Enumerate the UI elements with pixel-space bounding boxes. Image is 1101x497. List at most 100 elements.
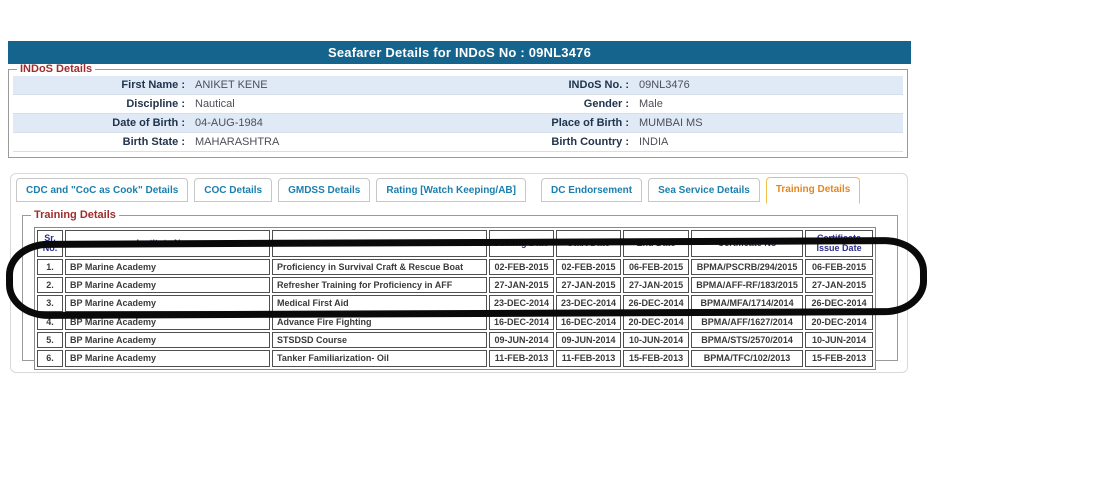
- indos-details-legend: INDoS Details: [17, 63, 95, 75]
- tab-gmdss-details[interactable]: GMDSS Details: [278, 178, 370, 202]
- info-value-maharashtra: MAHARASHTRA: [191, 136, 463, 148]
- table-cell: 09-JUN-2014: [556, 332, 621, 348]
- table-cell: 02-FEB-2015: [556, 259, 621, 275]
- table-cell: BPMA/AFF/1627/2014: [691, 314, 803, 330]
- column-header-start-date: Start Date: [556, 230, 621, 257]
- training-table: Sr. No.Institute NameCourse NameJoining …: [35, 228, 875, 369]
- table-cell: Proficiency in Survival Craft & Rescue B…: [272, 259, 487, 275]
- table-cell: 15-FEB-2013: [623, 350, 689, 366]
- info-label-birth-country: Birth Country :: [463, 136, 635, 148]
- table-cell: BPMA/STS/2570/2014: [691, 332, 803, 348]
- table-cell: 23-DEC-2014: [556, 295, 621, 311]
- table-cell: 3.: [37, 295, 63, 311]
- table-cell: 20-DEC-2014: [623, 314, 689, 330]
- header-row: Sr. No.Institute NameCourse NameJoining …: [37, 230, 873, 257]
- table-cell: 27-JAN-2015: [805, 277, 873, 293]
- table-cell: BPMA/AFF-RF/183/2015: [691, 277, 803, 293]
- column-header-end-date: End Date: [623, 230, 689, 257]
- table-cell: Tanker Familiarization- Oil: [272, 350, 487, 366]
- table-cell: BP Marine Academy: [65, 332, 270, 348]
- info-value-aniket-kene: ANIKET KENE: [191, 79, 463, 91]
- table-cell: 26-DEC-2014: [623, 295, 689, 311]
- table-cell: BPMA/PSCRB/294/2015: [691, 259, 803, 275]
- table-cell: BP Marine Academy: [65, 259, 270, 275]
- table-cell: BP Marine Academy: [65, 295, 270, 311]
- table-cell: 11-FEB-2013: [556, 350, 621, 366]
- table-cell: 4.: [37, 314, 63, 330]
- info-label-place-of-birth: Place of Birth :: [463, 117, 635, 129]
- info-value-india: INDIA: [635, 136, 903, 148]
- info-value-male: Male: [635, 98, 903, 110]
- column-header-sr-no: Sr. No.: [37, 230, 63, 257]
- column-header-certificate-no: Certificate No: [691, 230, 803, 257]
- table-cell: 06-FEB-2015: [623, 259, 689, 275]
- table-row: 1.BP Marine AcademyProficiency in Surviv…: [37, 259, 873, 275]
- training-table-head: Sr. No.Institute NameCourse NameJoining …: [37, 230, 873, 257]
- table-cell: 1.: [37, 259, 63, 275]
- table-cell: 10-JUN-2014: [623, 332, 689, 348]
- table-cell: 02-FEB-2015: [489, 259, 554, 275]
- tab-cdc-and-coc-as-cook-details[interactable]: CDC and "CoC as Cook" Details: [16, 178, 188, 202]
- info-row: Birth State :MAHARASHTRABirth Country :I…: [13, 133, 903, 152]
- table-cell: 27-JAN-2015: [489, 277, 554, 293]
- table-cell: 11-FEB-2013: [489, 350, 554, 366]
- tab-bar: CDC and "CoC as Cook" DetailsCOC Details…: [16, 177, 860, 202]
- info-value-mumbai-ms: MUMBAI MS: [635, 117, 903, 129]
- tab-sea-service-details[interactable]: Sea Service Details: [648, 178, 760, 202]
- table-cell: 20-DEC-2014: [805, 314, 873, 330]
- training-table-body: 1.BP Marine AcademyProficiency in Surviv…: [37, 259, 873, 367]
- info-row: First Name :ANIKET KENEINDoS No. :09NL34…: [13, 76, 903, 95]
- table-row: 2.BP Marine AcademyRefresher Training fo…: [37, 277, 873, 293]
- training-details-legend: Training Details: [31, 209, 119, 221]
- column-header-certificate-issue-date: Certificate Issue Date: [805, 230, 873, 257]
- table-cell: 2.: [37, 277, 63, 293]
- table-row: 4.BP Marine AcademyAdvance Fire Fighting…: [37, 314, 873, 330]
- table-cell: 15-FEB-2013: [805, 350, 873, 366]
- table-cell: BP Marine Academy: [65, 277, 270, 293]
- info-label-indos-no: INDoS No. :: [463, 79, 635, 91]
- info-value-09nl3476: 09NL3476: [635, 79, 903, 91]
- table-row: 5.BP Marine AcademySTSDSD Course09-JUN-2…: [37, 332, 873, 348]
- column-header-joining-date: Joining Date: [489, 230, 554, 257]
- table-cell: 27-JAN-2015: [556, 277, 621, 293]
- table-cell: 27-JAN-2015: [623, 277, 689, 293]
- tab-coc-details[interactable]: COC Details: [194, 178, 272, 202]
- table-cell: Advance Fire Fighting: [272, 314, 487, 330]
- info-value-04-aug-1984: 04-AUG-1984: [191, 117, 463, 129]
- table-cell: 16-DEC-2014: [556, 314, 621, 330]
- column-header-institute-name: Institute Name: [65, 230, 270, 257]
- table-cell: Medical First Aid: [272, 295, 487, 311]
- info-label-birth-state: Birth State :: [13, 136, 191, 148]
- table-cell: STSDSD Course: [272, 332, 487, 348]
- page-title: Seafarer Details for INDoS No : 09NL3476: [8, 41, 911, 64]
- info-label-first-name: First Name :: [13, 79, 191, 91]
- tab-training-details[interactable]: Training Details: [766, 177, 860, 204]
- table-cell: 26-DEC-2014: [805, 295, 873, 311]
- table-row: 6.BP Marine AcademyTanker Familiarizatio…: [37, 350, 873, 366]
- column-header-course-name: Course Name: [272, 230, 487, 257]
- info-value-nautical: Nautical: [191, 98, 463, 110]
- table-cell: BPMA/TFC/102/2013: [691, 350, 803, 366]
- info-label-discipline: Discipline :: [13, 98, 191, 110]
- training-table-wrap: Sr. No.Institute NameCourse NameJoining …: [34, 227, 876, 370]
- table-cell: 09-JUN-2014: [489, 332, 554, 348]
- table-cell: 06-FEB-2015: [805, 259, 873, 275]
- table-cell: BP Marine Academy: [65, 350, 270, 366]
- training-details-section: Training Details Sr. No.Institute NameCo…: [22, 209, 898, 361]
- table-cell: BP Marine Academy: [65, 314, 270, 330]
- info-row: Discipline :NauticalGender :Male: [13, 95, 903, 114]
- indos-info-grid: First Name :ANIKET KENEINDoS No. :09NL34…: [9, 75, 907, 152]
- info-label-gender: Gender :: [463, 98, 635, 110]
- table-row: 3.BP Marine AcademyMedical First Aid23-D…: [37, 295, 873, 311]
- table-cell: 5.: [37, 332, 63, 348]
- table-cell: 23-DEC-2014: [489, 295, 554, 311]
- info-label-date-of-birth: Date of Birth :: [13, 117, 191, 129]
- tab-rating-watch-keeping-ab[interactable]: Rating [Watch Keeping/AB]: [376, 178, 526, 202]
- info-row: Date of Birth :04-AUG-1984Place of Birth…: [13, 114, 903, 133]
- table-cell: 10-JUN-2014: [805, 332, 873, 348]
- table-cell: BPMA/MFA/1714/2014: [691, 295, 803, 311]
- table-cell: 16-DEC-2014: [489, 314, 554, 330]
- indos-details-section: INDoS Details First Name :ANIKET KENEIND…: [8, 63, 908, 158]
- tab-dc-endorsement[interactable]: DC Endorsement: [541, 178, 642, 202]
- table-cell: Refresher Training for Proficiency in AF…: [272, 277, 487, 293]
